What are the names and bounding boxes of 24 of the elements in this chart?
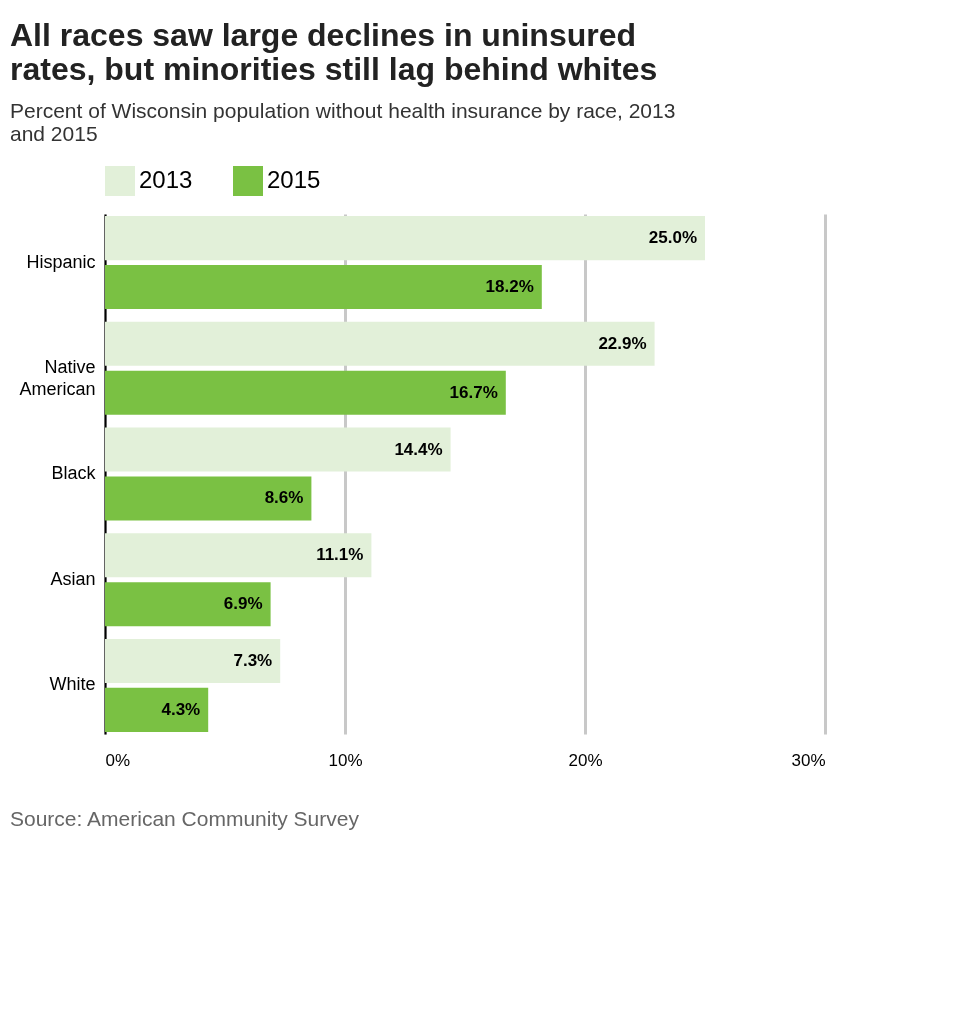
data-label: 14.4%	[394, 439, 443, 459]
x-tick-label: 0%	[105, 750, 131, 770]
y-tick-label: Asian	[50, 568, 96, 589]
data-label: 22.9%	[598, 333, 647, 353]
chart-title: All races saw large declines in uninsured rates, but minorities still lag behind whites	[10, 17, 658, 87]
data-label: 11.1%	[316, 545, 364, 565]
x-tick-label: 30%	[791, 750, 826, 770]
y-tick-label: Native American	[19, 357, 96, 400]
y-tick-label: Black	[51, 463, 97, 483]
data-label: 25.0%	[648, 228, 697, 248]
data-label: 6.9%	[223, 594, 263, 614]
data-label: 16.7%	[449, 382, 498, 402]
data-label: 18.2%	[485, 277, 534, 297]
chart-subtitle: Percent of Wisconsin population without health insurance by race, 2013 and 2015	[10, 99, 676, 145]
data-label: 7.3%	[233, 650, 273, 670]
y-tick-label: Hispanic	[26, 251, 96, 272]
data-label: 4.3%	[161, 699, 201, 719]
data-label: 8.6%	[264, 488, 304, 508]
x-tick-label: 10%	[328, 750, 363, 770]
source-note: Source: American Community Survey	[10, 807, 360, 830]
y-tick-label: White	[49, 674, 96, 695]
x-tick-label: 20%	[568, 750, 603, 770]
legend-label: 2015	[267, 166, 321, 193]
legend-label: 2013	[139, 166, 193, 193]
